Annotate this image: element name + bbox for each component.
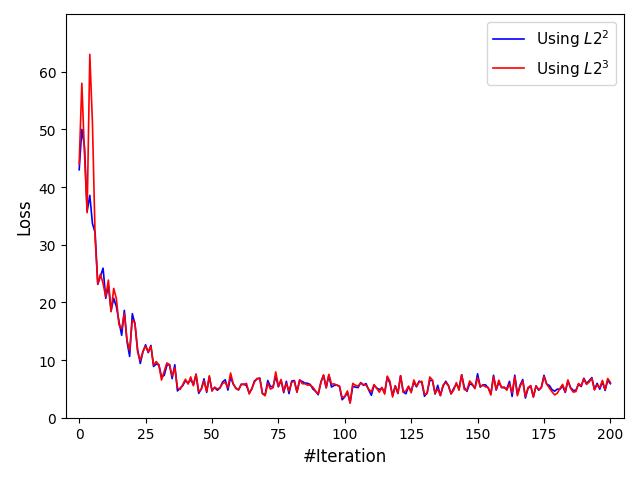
- Using $\mathit{L}2^3$: [76, 162, 83, 168]
- Using $\mathit{L}2^3$: [301, 381, 308, 387]
- Line: Using $\mathit{L}2^2$: Using $\mathit{L}2^2$: [79, 130, 611, 403]
- X-axis label: #Iteration: #Iteration: [303, 447, 387, 465]
- Using $\mathit{L}2^2$: [301, 381, 308, 386]
- Using $\mathit{L}2^3$: [272, 369, 280, 375]
- Using $\mathit{L}2^2$: [126, 354, 134, 360]
- Using $\mathit{L}2^3$: [346, 400, 354, 406]
- Line: Using $\mathit{L}2^3$: Using $\mathit{L}2^3$: [79, 55, 611, 403]
- Using $\mathit{L}2^3$: [78, 81, 86, 87]
- Using $\mathit{L}2^2$: [567, 385, 575, 391]
- Y-axis label: Loss: Loss: [15, 198, 33, 235]
- Legend: Using $\mathit{L}2^2$, Using $\mathit{L}2^3$: Using $\mathit{L}2^2$, Using $\mathit{L}…: [487, 23, 616, 86]
- Using $\mathit{L}2^3$: [567, 385, 575, 391]
- Using $\mathit{L}2^2$: [272, 373, 280, 379]
- Using $\mathit{L}2^3$: [367, 389, 375, 395]
- Using $\mathit{L}2^2$: [607, 381, 614, 387]
- Using $\mathit{L}2^3$: [86, 52, 93, 58]
- Using $\mathit{L}2^2$: [367, 393, 375, 398]
- Using $\mathit{L}2^2$: [81, 144, 88, 150]
- Using $\mathit{L}2^3$: [607, 380, 614, 385]
- Using $\mathit{L}2^2$: [78, 127, 86, 133]
- Using $\mathit{L}2^2$: [76, 168, 83, 173]
- Using $\mathit{L}2^3$: [126, 348, 134, 353]
- Using $\mathit{L}2^2$: [346, 400, 354, 406]
